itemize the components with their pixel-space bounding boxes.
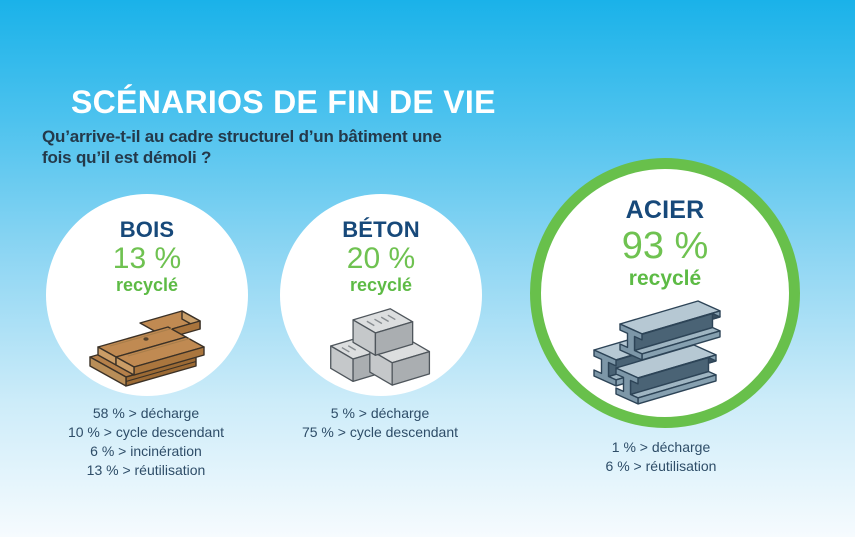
stat-line: 58 % > décharge (92, 405, 200, 421)
stat-line: 6 % > réutilisation (605, 458, 717, 474)
material-card-bois: BOIS 13 % recyclé (46, 194, 248, 396)
stat-line: 10 % > cycle descendant (67, 424, 225, 440)
recycled-percent: 93 % (621, 224, 709, 267)
material-name: BÉTON (342, 217, 420, 242)
material-card-acier-highlighted: ACIER 93 % recyclé (530, 158, 800, 428)
subtitle-line-1: Qu’arrive-t-il au cadre structurel d’un … (42, 127, 442, 146)
recycled-label: recyclé (628, 266, 702, 290)
stat-line: 13 % > réutilisation (86, 462, 206, 478)
concrete-blocks-icon (327, 305, 435, 387)
material-name: ACIER (625, 196, 705, 224)
stat-line: 75 % > cycle descendant (301, 424, 459, 440)
recycled-label: recyclé (349, 274, 413, 295)
steel-beams-icon (590, 298, 740, 410)
stat-line: 6 % > incinération (90, 443, 202, 459)
recycled-percent: 20 % (346, 242, 416, 276)
page-title: SCÉNARIOS DE FIN DE VIE (71, 84, 496, 120)
stats-bois: 58 % > décharge 10 % > cycle descendant … (16, 404, 276, 480)
wood-planks-icon (88, 305, 206, 389)
recycled-label: recyclé (115, 274, 179, 295)
material-name: BOIS (119, 217, 175, 242)
subtitle-line-2: fois qu’il est démoli ? (42, 148, 212, 168)
stats-acier: 1 % > décharge 6 % > réutilisation (531, 438, 791, 476)
page-subtitle: Qu’arrive-t-il au cadre structurel d’un … (42, 126, 442, 169)
stat-line: 5 % > décharge (330, 405, 430, 421)
stats-beton: 5 % > décharge 75 % > cycle descendant (250, 404, 510, 442)
material-card-beton: BÉTON 20 % recyclé (280, 194, 482, 396)
stat-line: 1 % > décharge (611, 439, 711, 455)
recycled-percent: 13 % (112, 242, 182, 276)
